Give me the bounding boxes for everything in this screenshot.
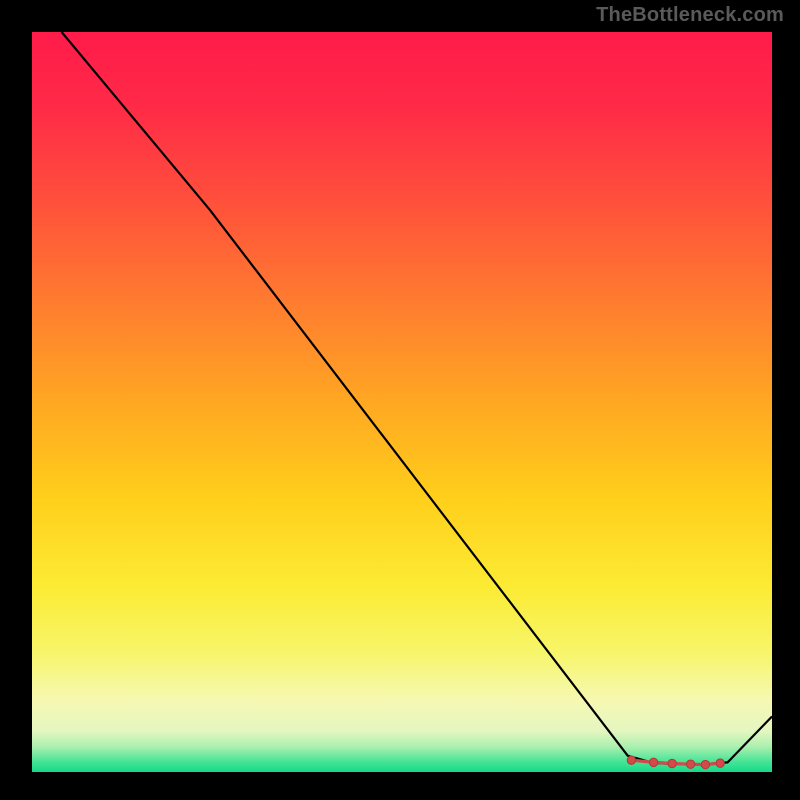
marker-dot [627,756,635,764]
marker-dot [668,759,676,767]
marker-dot [686,760,694,768]
bottleneck-chart [0,0,800,800]
chart-stage: TheBottleneck.com [0,0,800,800]
marker-dot [649,758,657,766]
chart-panel-background [32,32,772,772]
marker-dot [701,760,709,768]
marker-dot [716,759,724,767]
watermark-text: TheBottleneck.com [596,4,784,27]
